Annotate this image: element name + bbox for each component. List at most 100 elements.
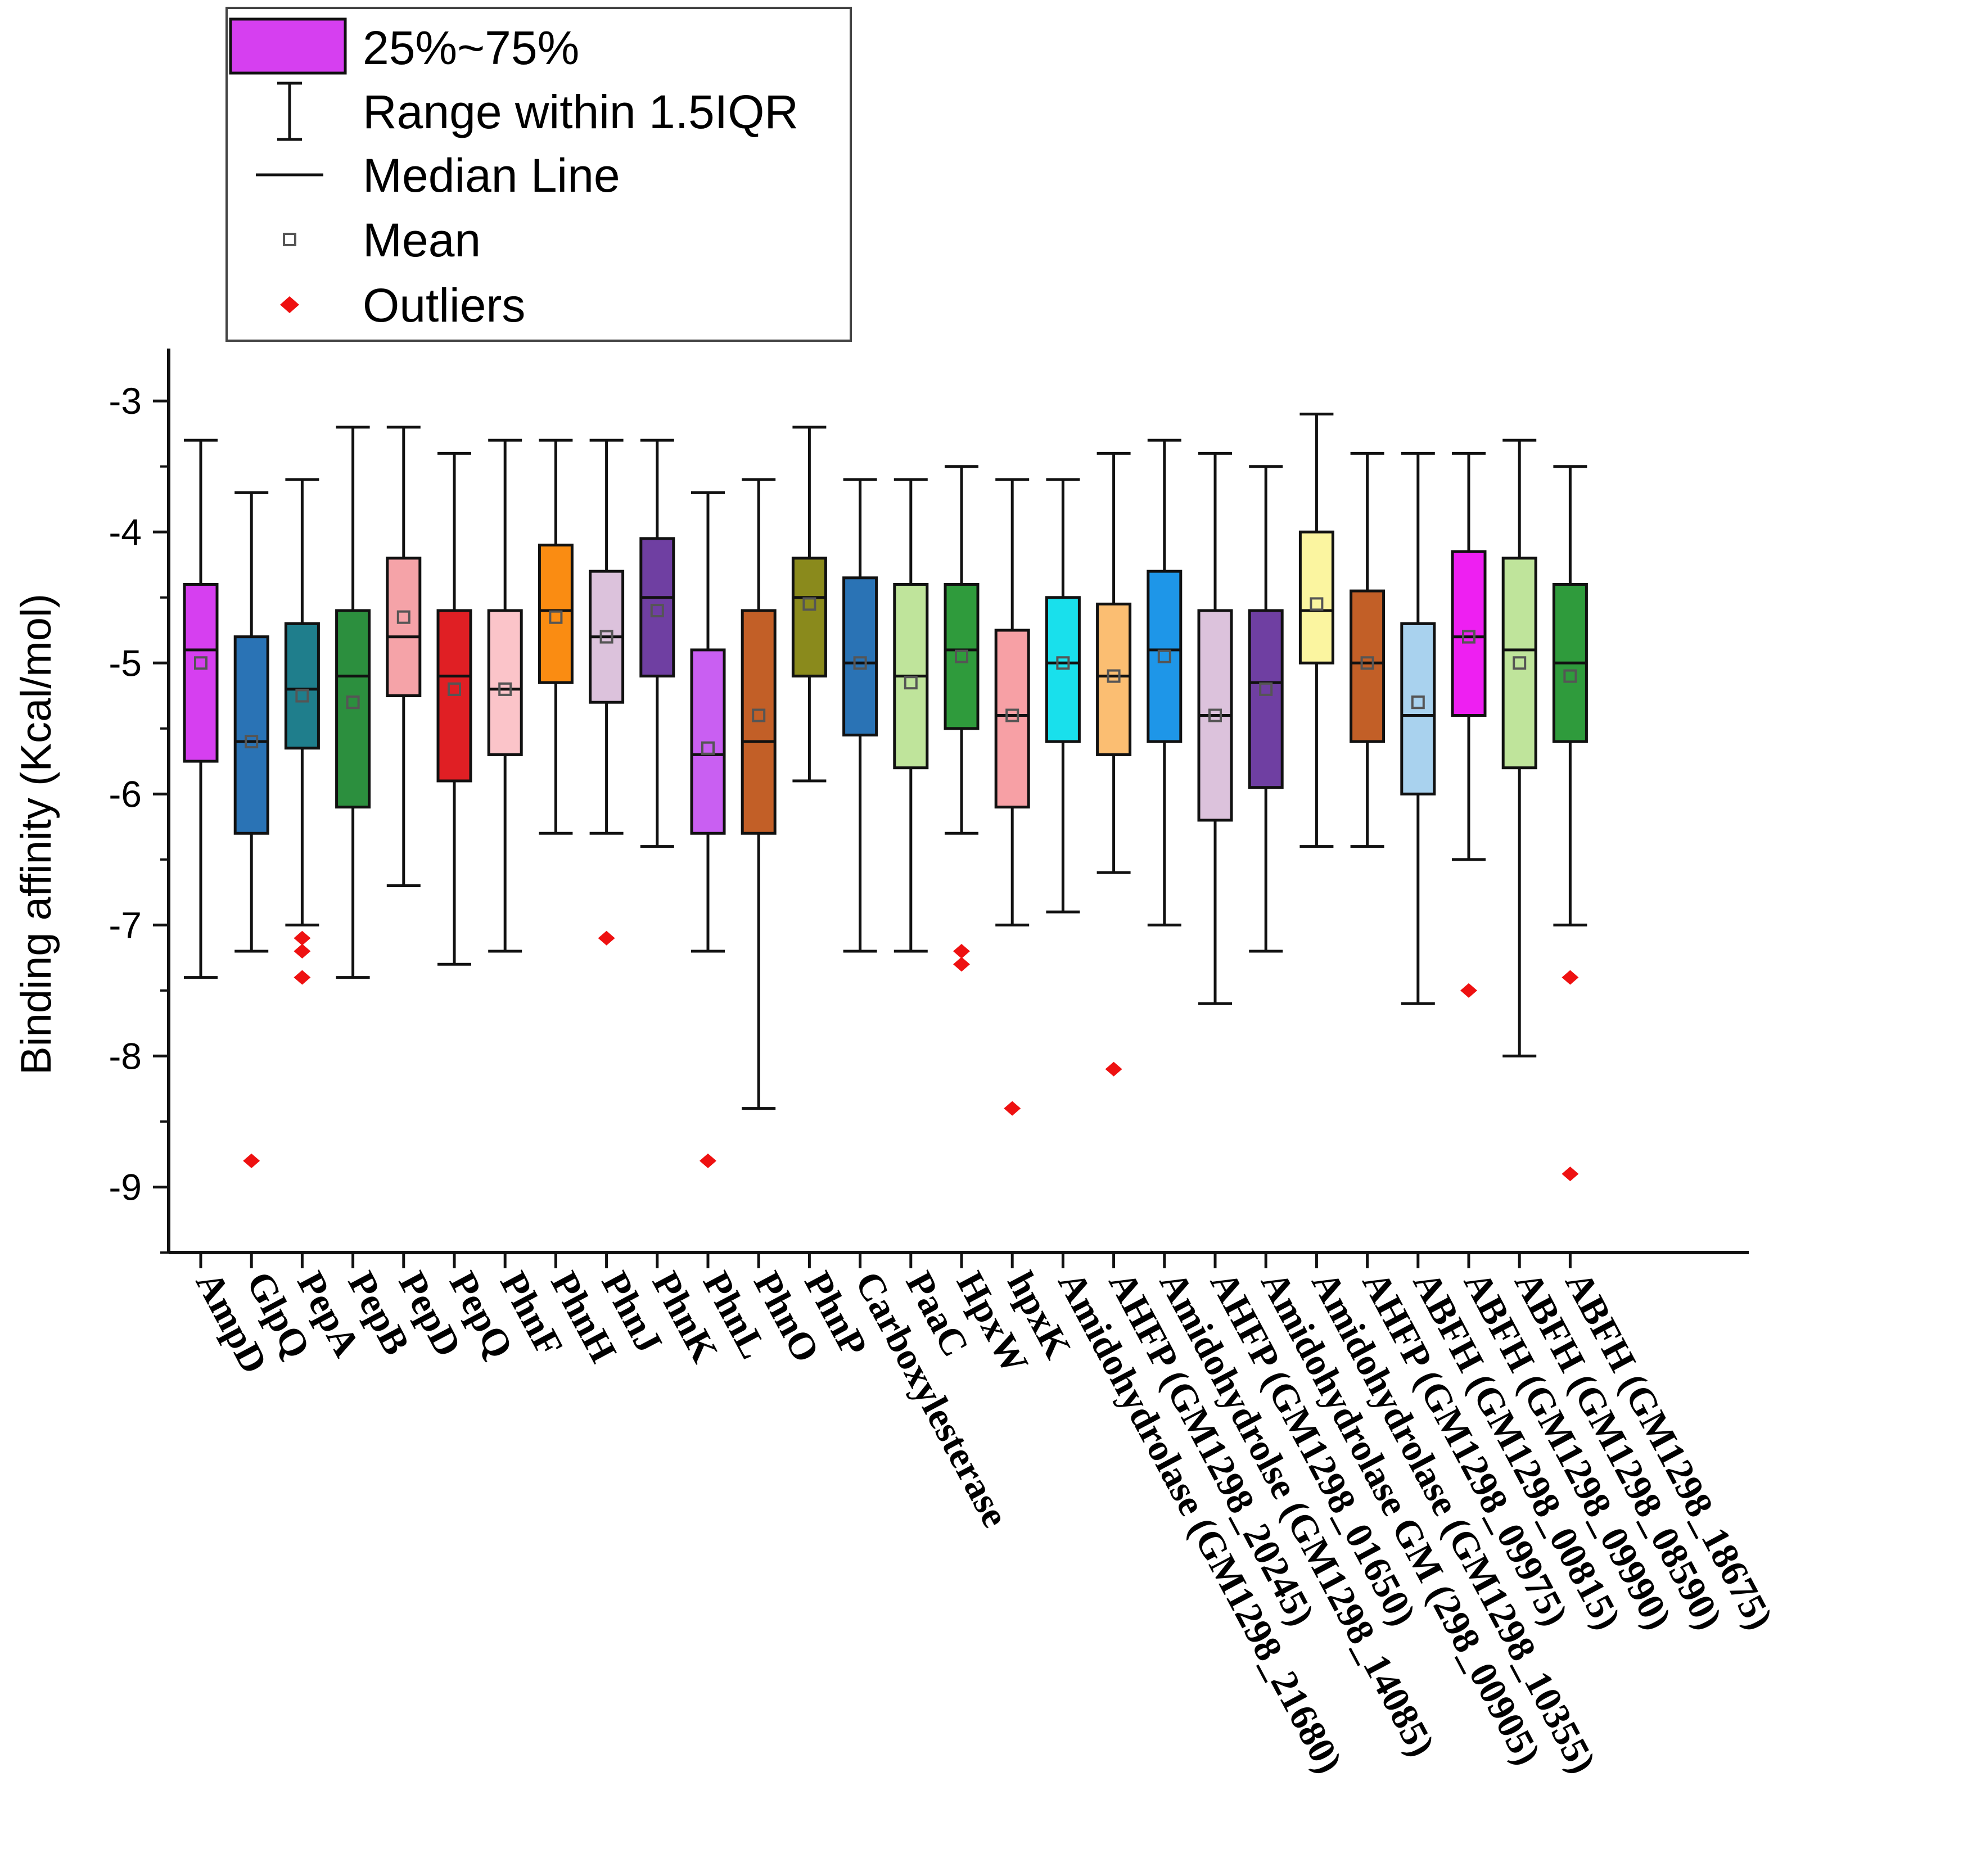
mean-marker	[853, 656, 867, 670]
legend-label-median: Median Line	[363, 149, 620, 202]
box-group-19	[1096, 451, 1132, 1077]
iqr-box	[994, 629, 1030, 809]
legend-label-outlier: Outliers	[363, 279, 525, 332]
iqr-box	[386, 557, 422, 698]
box-group-6	[436, 451, 472, 966]
iqr-box	[538, 544, 574, 684]
mean-marker	[955, 649, 968, 663]
box-group-20	[1147, 439, 1183, 926]
box-group-5	[386, 426, 422, 887]
box-group-16	[944, 465, 980, 972]
legend-label-whisker: Range within 1.5IQR	[363, 85, 798, 138]
axes: -3 -4 -5 -6 -7 -8 -9 Binding affinity (Kcal/mol…	[12, 349, 1782, 1780]
mean-marker	[1310, 597, 1324, 611]
mean-marker	[1208, 708, 1222, 722]
box-group-27	[1501, 439, 1537, 1057]
y-tick-label: -9	[109, 1166, 142, 1208]
iqr-box	[1096, 602, 1132, 756]
box-group-12	[741, 478, 777, 1110]
mean-marker	[498, 682, 512, 696]
mean-marker	[549, 610, 563, 624]
legend-outlier-symbol	[280, 296, 299, 313]
mean-marker	[194, 656, 207, 670]
box-group-11	[690, 491, 726, 1168]
iqr-box	[1501, 557, 1537, 770]
iqr-box	[1350, 589, 1386, 743]
iqr-box	[1147, 569, 1183, 743]
mean-marker	[1259, 682, 1273, 696]
iqr-box	[1248, 609, 1284, 789]
box-group-17	[994, 478, 1030, 1116]
mean-marker	[1462, 630, 1475, 644]
legend-box-symbol	[229, 17, 347, 75]
box-group-24	[1350, 451, 1386, 848]
iqr-box	[741, 609, 777, 835]
y-tick-label: -5	[109, 642, 142, 684]
mean-marker	[1157, 649, 1171, 663]
mean-marker	[650, 604, 664, 618]
box-group-18	[1045, 478, 1081, 914]
y-tick-label: -6	[109, 773, 142, 815]
legend: 25%~75% Range within 1.5IQR Median Line Mea…	[225, 7, 852, 342]
iqr-box	[284, 622, 320, 750]
box-group-14	[842, 478, 878, 953]
outlier-point	[294, 970, 311, 985]
plot-area	[169, 349, 1749, 1253]
outlier-point	[1460, 983, 1477, 998]
y-tick-label: -8	[109, 1035, 142, 1077]
box-group-9	[589, 439, 625, 946]
box-group-3	[284, 478, 320, 985]
iqr-box	[791, 557, 827, 678]
y-axis-title: Binding affinity (Kcal/mol)	[12, 594, 60, 1075]
mean-marker	[1563, 669, 1577, 683]
mean-marker	[346, 695, 360, 709]
box-group-22	[1248, 465, 1284, 953]
iqr-box	[183, 582, 219, 763]
mean-marker	[752, 708, 766, 722]
y-tick-label: -3	[109, 380, 142, 422]
mean-marker	[802, 597, 816, 611]
box-group-28	[1552, 465, 1588, 1182]
mean-marker	[1056, 656, 1070, 670]
legend-mean-symbol	[283, 233, 296, 246]
outlier-point	[1105, 1061, 1122, 1077]
iqr-box	[1451, 550, 1487, 717]
mean-marker	[396, 610, 410, 624]
mean-marker	[295, 689, 309, 703]
outlier-point	[294, 944, 311, 959]
iqr-box	[639, 537, 675, 678]
outlier-point	[953, 944, 970, 959]
iqr-box	[233, 635, 269, 835]
box-group-1	[183, 439, 219, 979]
mean-marker	[1411, 695, 1425, 709]
mean-marker	[1107, 669, 1121, 683]
legend-label-box: 25%~75%	[363, 21, 579, 74]
outlier-point	[1562, 970, 1579, 985]
mean-marker	[701, 741, 715, 755]
y-tick-label: -4	[109, 511, 142, 553]
box-group-2	[233, 491, 269, 1168]
outlier-point	[1562, 1167, 1579, 1182]
mean-marker	[904, 676, 918, 690]
y-tick-label: -7	[109, 904, 142, 946]
mean-marker	[245, 735, 259, 749]
box-group-7	[487, 439, 523, 953]
iqr-box	[1298, 530, 1334, 664]
mean-marker	[1005, 708, 1019, 722]
box-group-10	[639, 439, 675, 848]
mean-marker	[1513, 656, 1527, 670]
mean-marker	[599, 630, 613, 644]
legend-label-mean: Mean	[363, 214, 481, 266]
outlier-point	[598, 930, 615, 946]
box-group-15	[893, 478, 929, 953]
outlier-point	[243, 1153, 260, 1168]
outlier-point	[953, 957, 970, 972]
outlier-point	[294, 930, 311, 946]
box-group-13	[791, 426, 827, 783]
box-group-23	[1298, 413, 1334, 848]
mean-marker	[1360, 656, 1374, 670]
outlier-point	[1004, 1101, 1021, 1116]
iqr-box	[944, 582, 980, 730]
box-group-21	[1197, 451, 1233, 1005]
